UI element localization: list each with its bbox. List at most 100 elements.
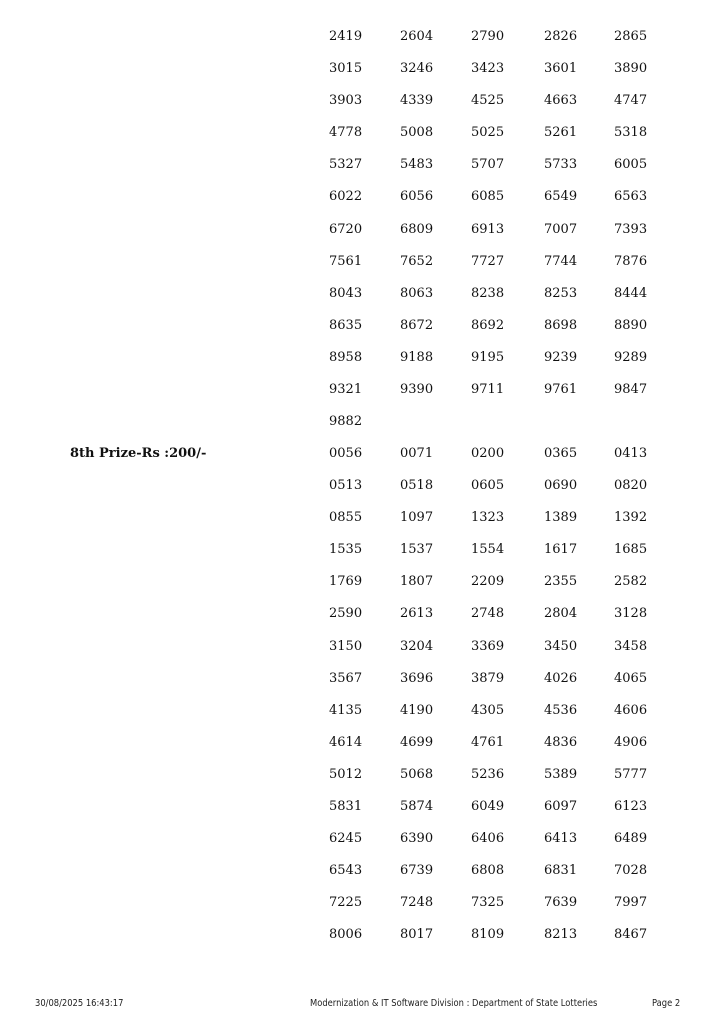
ticket-number: 3567	[329, 670, 363, 686]
ticket-number: 3601	[544, 61, 578, 77]
ticket-number: 0056	[329, 446, 363, 461]
ticket-number: 5483	[400, 157, 434, 173]
prize-label-8th: 8th Prize-Rs :200/-	[70, 446, 207, 461]
ticket-number: 9761	[544, 382, 578, 398]
ticket-number: 8213	[544, 927, 578, 943]
ticket-number: 6720	[329, 221, 363, 237]
ticket-number: 1685	[614, 542, 648, 558]
ticket-number: 4339	[400, 93, 434, 109]
ticket-number: 5068	[400, 766, 434, 782]
ticket-number: 7997	[614, 895, 648, 911]
ticket-number: 6056	[400, 189, 434, 205]
ticket-number: 0518	[400, 478, 434, 494]
ticket-number: 4065	[614, 670, 648, 686]
ticket-number: 7248	[400, 895, 434, 911]
ticket-number: 1097	[400, 510, 434, 526]
ticket-number: 4536	[544, 702, 578, 718]
ticket-number: 3246	[400, 61, 434, 77]
ticket-number: 2582	[614, 574, 648, 590]
ticket-number: 6390	[400, 831, 434, 847]
ticket-number: 0413	[614, 446, 648, 461]
ticket-number: 4906	[614, 734, 648, 750]
ticket-number: 4836	[544, 734, 578, 750]
ticket-number: 3458	[614, 638, 648, 654]
ticket-number: 6549	[544, 189, 578, 205]
ticket-number: 7652	[400, 253, 434, 269]
ticket-number: 6022	[329, 189, 363, 205]
ticket-number: 9390	[400, 382, 434, 398]
ticket-number: 4699	[400, 734, 434, 750]
footer-page-number: Page 2	[652, 998, 681, 1009]
ticket-number: 2604	[400, 29, 434, 44]
ticket-number: 4663	[544, 93, 578, 109]
ticket-number: 0365	[544, 446, 578, 461]
ticket-number: 7744	[544, 253, 578, 269]
ticket-number: 7876	[614, 253, 648, 269]
ticket-number: 7727	[471, 253, 505, 269]
ticket-number: 5874	[400, 799, 434, 815]
ticket-number: 0513	[329, 478, 363, 494]
ticket-number: 1323	[471, 510, 505, 526]
ticket-number: 4761	[471, 734, 505, 750]
ticket-number: 4606	[614, 702, 648, 718]
ticket-number: 8063	[400, 285, 434, 301]
ticket-number: 7225	[329, 895, 363, 911]
ticket-number: 6808	[471, 863, 505, 879]
ticket-number: 6245	[329, 831, 363, 847]
ticket-number: 8017	[400, 927, 434, 943]
ticket-number: 6123	[614, 799, 648, 815]
ticket-number: 8467	[614, 927, 648, 943]
ticket-number: 6809	[400, 221, 434, 237]
ticket-number: 4778	[329, 125, 363, 141]
ticket-number: 2826	[544, 29, 578, 44]
ticket-number: 5025	[471, 125, 505, 141]
ticket-number: 8006	[329, 927, 363, 943]
ticket-number: 3890	[614, 61, 648, 77]
ticket-number: 8043	[329, 285, 363, 301]
ticket-number: 3369	[471, 638, 505, 654]
ticket-number: 1537	[400, 542, 434, 558]
ticket-number: 3150	[329, 638, 363, 654]
ticket-number: 5261	[544, 125, 578, 141]
ticket-number: 8692	[471, 317, 505, 333]
ticket-number: 1535	[329, 542, 363, 558]
ticket-number: 0605	[471, 478, 505, 494]
ticket-number: 7639	[544, 895, 578, 911]
ticket-number: 8672	[400, 317, 434, 333]
ticket-number: 3423	[471, 61, 505, 77]
ticket-number: 4747	[614, 93, 648, 109]
ticket-number: 7325	[471, 895, 505, 911]
ticket-number: 2804	[544, 606, 578, 622]
ticket-number: 1769	[329, 574, 363, 590]
ticket-number: 5318	[614, 125, 648, 141]
ticket-number: 7561	[329, 253, 363, 269]
ticket-number: 8635	[329, 317, 363, 333]
ticket-number: 8238	[471, 285, 505, 301]
ticket-number: 3015	[329, 61, 363, 77]
ticket-number: 1807	[400, 574, 434, 590]
ticket-number: 4026	[544, 670, 578, 686]
ticket-number: 5327	[329, 157, 363, 173]
ticket-number: 8890	[614, 317, 648, 333]
ticket-number: 4305	[471, 702, 505, 718]
ticket-number: 5236	[471, 766, 505, 782]
ticket-number: 7393	[614, 221, 648, 237]
ticket-number: 7028	[614, 863, 648, 879]
ticket-number: 4614	[329, 734, 363, 750]
ticket-number: 6543	[329, 863, 363, 879]
ticket-number: 4190	[400, 702, 434, 718]
ticket-number: 4525	[471, 93, 505, 109]
ticket-number: 9239	[544, 349, 578, 365]
ticket-number: 2748	[471, 606, 505, 622]
ticket-number: 2419	[329, 29, 363, 44]
ticket-number: 0071	[400, 446, 434, 461]
ticket-number: 5733	[544, 157, 578, 173]
ticket-number: 2590	[329, 606, 363, 622]
ticket-number: 2790	[471, 29, 505, 44]
ticket-number: 6413	[544, 831, 578, 847]
ticket-number: 9195	[471, 349, 505, 365]
ticket-number: 5777	[614, 766, 648, 782]
ticket-number: 6005	[614, 157, 648, 173]
ticket-number: 0855	[329, 510, 363, 526]
ticket-number: 3879	[471, 670, 505, 686]
